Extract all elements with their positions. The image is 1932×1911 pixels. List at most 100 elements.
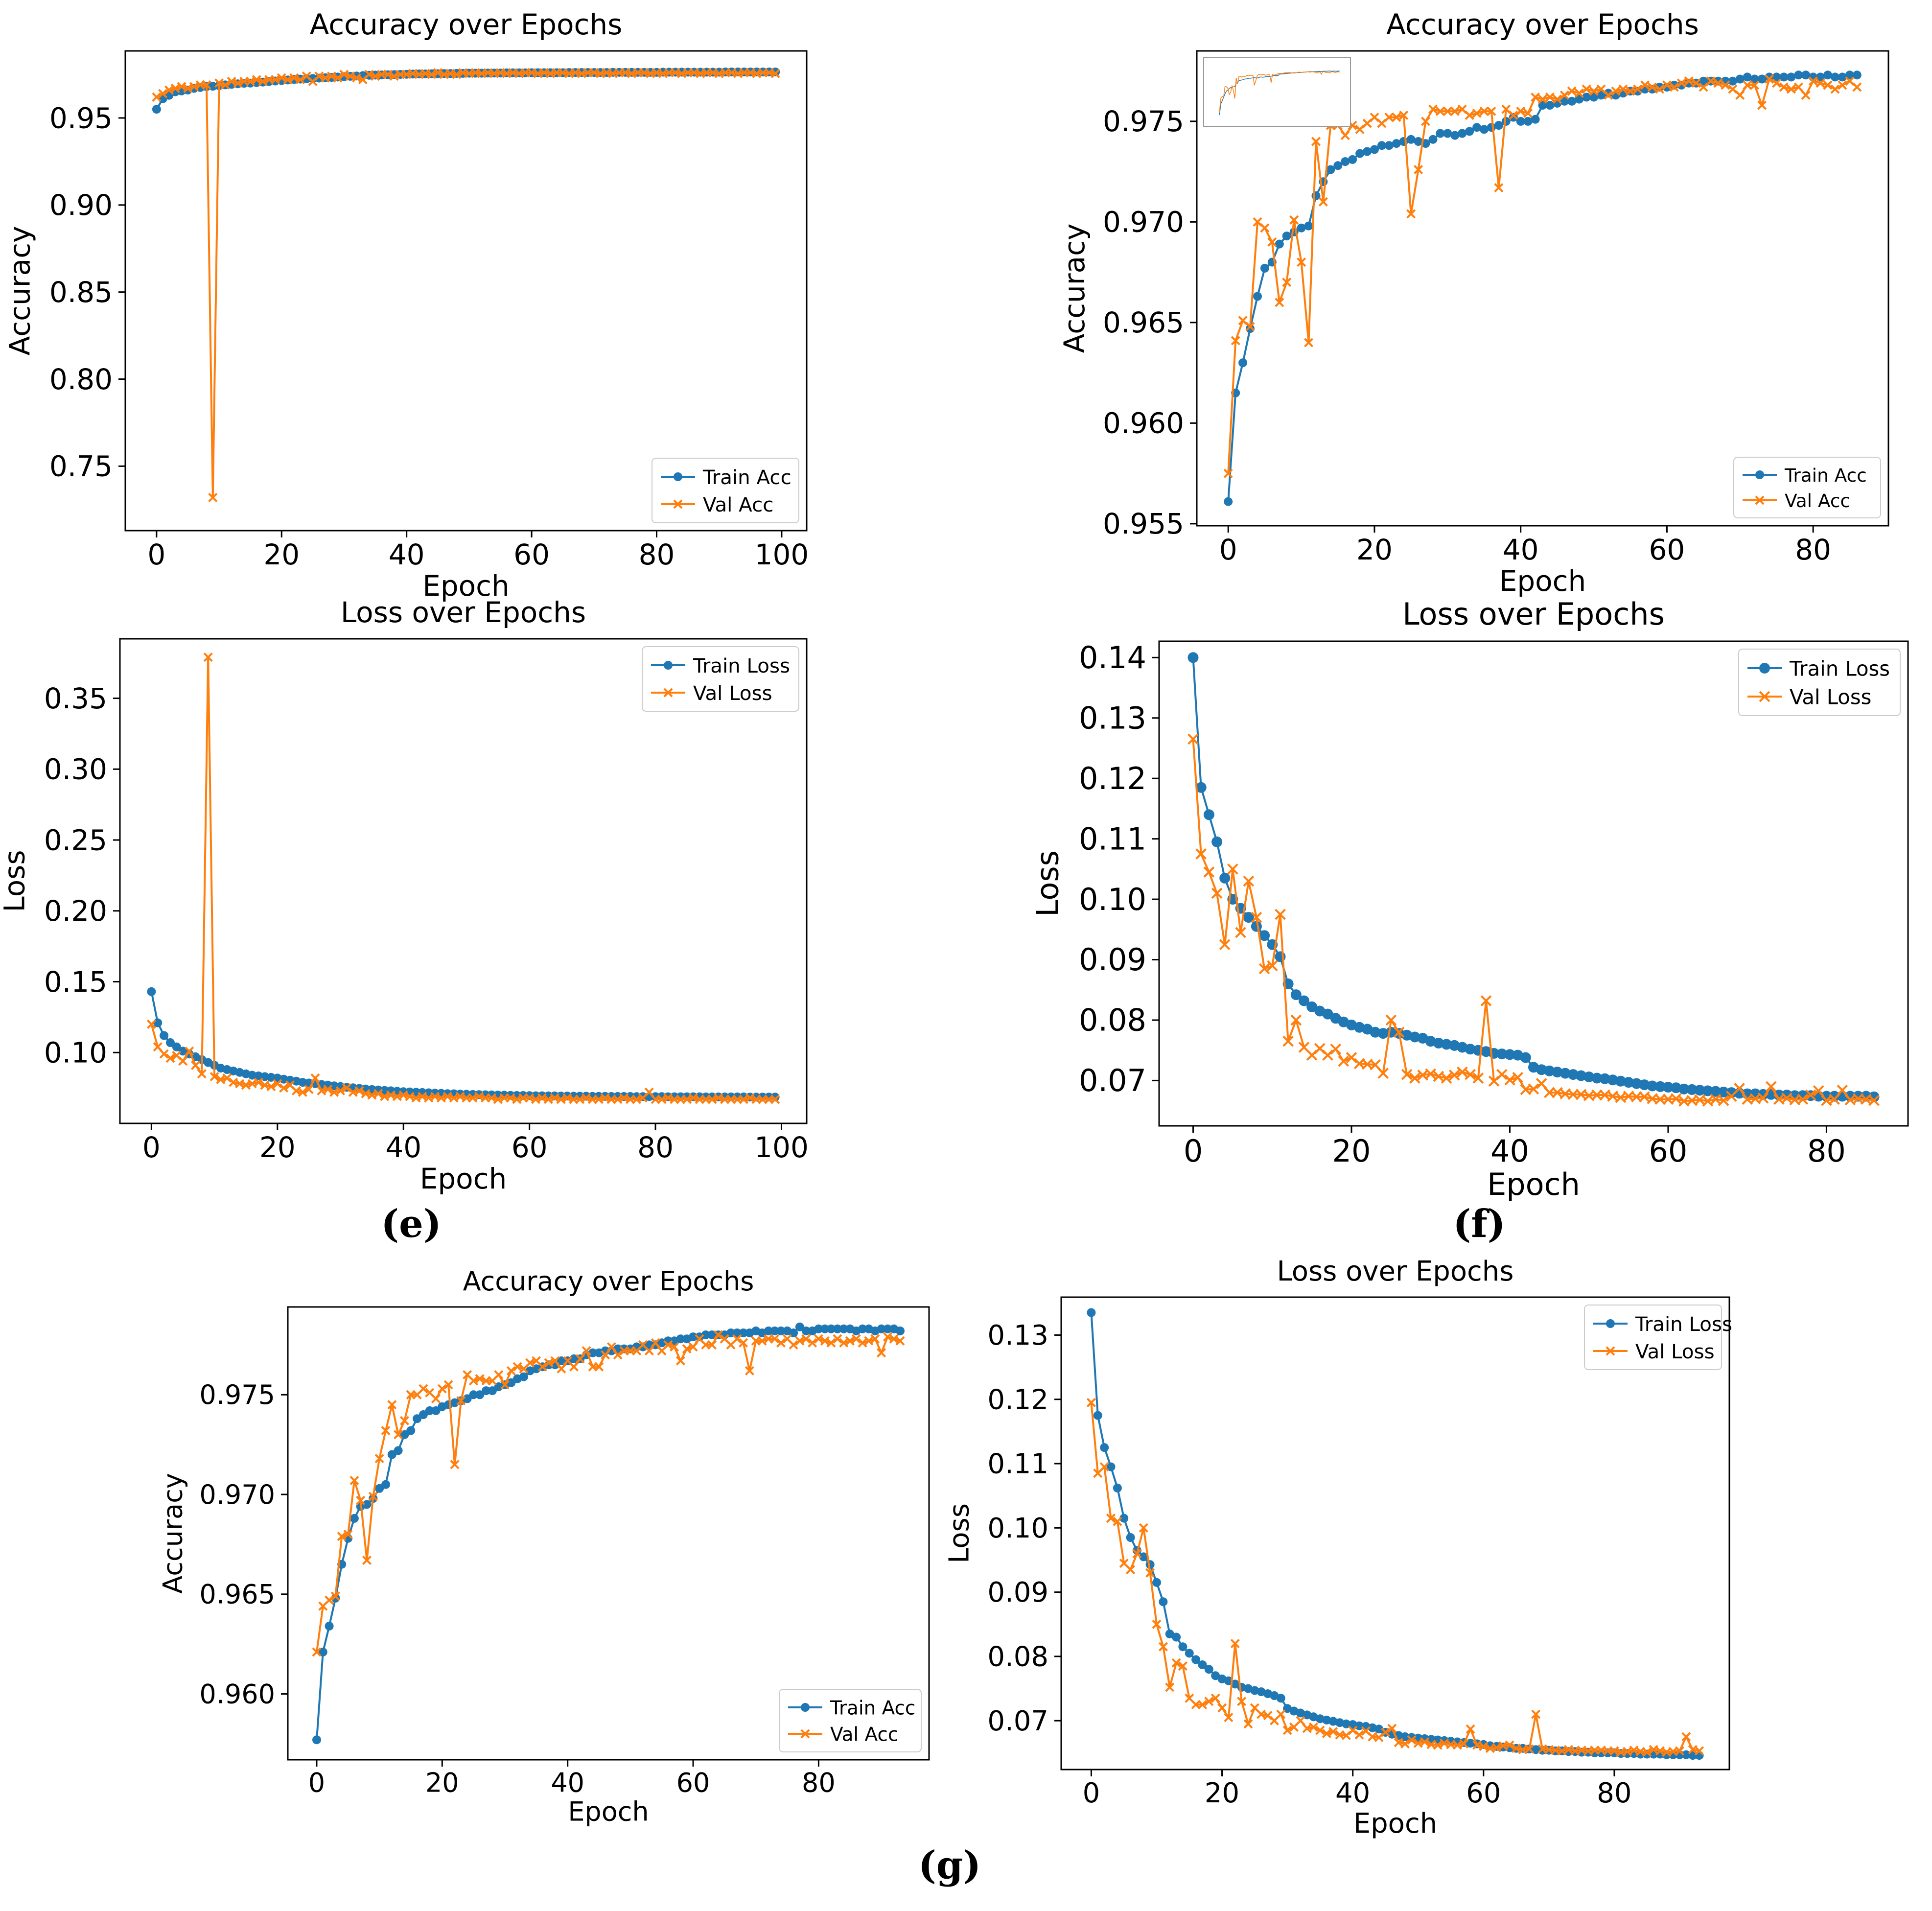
data-point	[713, 1330, 723, 1340]
data-point	[172, 1042, 181, 1051]
data-point	[1370, 145, 1379, 154]
data-point	[1816, 78, 1825, 88]
data-point	[1642, 1748, 1652, 1757]
legend-swatch-marker	[664, 661, 673, 670]
x-tick-label: 80	[637, 1131, 674, 1164]
x-tick-label: 100	[754, 1131, 809, 1164]
data-point	[1735, 90, 1745, 100]
x-tick-label: 60	[1649, 533, 1685, 566]
data-point	[883, 1324, 892, 1333]
data-point	[1223, 468, 1233, 478]
data-point	[1243, 912, 1254, 923]
data-point	[1728, 84, 1738, 94]
data-point	[1552, 1067, 1563, 1078]
data-point	[165, 1053, 175, 1063]
data-point	[158, 89, 168, 98]
data-point	[1342, 1719, 1351, 1728]
data-point	[1139, 1523, 1148, 1533]
data-point	[1368, 1723, 1377, 1732]
data-point	[1793, 82, 1803, 92]
data-point	[1322, 1715, 1331, 1725]
data-point	[469, 1390, 478, 1399]
data-point	[475, 1390, 485, 1399]
x-tick-label: 20	[1356, 533, 1393, 566]
series-line-train	[1090, 1312, 1699, 1757]
data-point	[1516, 117, 1525, 126]
data-point	[399, 1416, 409, 1425]
legend-entry: Train Loss	[1635, 1313, 1732, 1336]
data-point	[1494, 121, 1503, 130]
chart-g-loss: Loss over Epochs 0 20 40 60 80 0.07 0.08 0.09 0.1…	[943, 1256, 1732, 1840]
data-point	[1211, 836, 1223, 847]
data-point	[1370, 1026, 1381, 1038]
data-point	[190, 1060, 201, 1070]
data-point	[525, 1358, 535, 1368]
data-point	[475, 1374, 485, 1384]
data-point	[858, 1338, 867, 1348]
data-point	[1734, 1083, 1745, 1094]
data-point	[1433, 1037, 1444, 1049]
y-axis-label: Loss	[0, 850, 31, 912]
data-point	[381, 1426, 391, 1436]
data-point	[1618, 84, 1628, 94]
y-axis-label: Accuracy	[1058, 224, 1091, 353]
data-point	[431, 1394, 441, 1403]
plot-frame	[119, 638, 808, 1124]
data-point	[1626, 86, 1635, 96]
data-point	[1575, 94, 1584, 104]
data-point	[339, 70, 349, 79]
data-point	[1681, 1732, 1691, 1742]
data-point	[1684, 76, 1694, 86]
data-point	[1297, 257, 1306, 267]
data-point	[1132, 1549, 1142, 1559]
data-point	[895, 1336, 905, 1346]
data-point	[675, 1356, 685, 1366]
data-point	[1086, 1398, 1096, 1407]
data-point	[323, 1084, 333, 1095]
data-point	[1779, 82, 1789, 92]
data-point	[1348, 155, 1357, 164]
data-point	[482, 1386, 490, 1396]
data-point	[1318, 197, 1328, 207]
data-point	[1552, 94, 1562, 104]
data-point	[1706, 76, 1716, 86]
data-point	[318, 1648, 327, 1656]
y-tick-label: 0.970	[199, 1479, 275, 1510]
data-point	[1322, 1728, 1331, 1739]
data-point	[1457, 104, 1467, 114]
data-point	[1341, 157, 1350, 166]
data-point	[1433, 1071, 1444, 1082]
data-point	[663, 1340, 673, 1350]
data-point	[1567, 86, 1577, 96]
data-point	[1441, 1072, 1452, 1084]
data-point	[1407, 1735, 1417, 1745]
data-point	[1491, 1743, 1502, 1752]
plot-frame	[1158, 640, 1909, 1127]
data-point	[1757, 74, 1767, 84]
data-point	[1363, 147, 1372, 156]
data-point	[233, 78, 243, 88]
plot-area	[152, 68, 780, 502]
data-point	[1852, 82, 1862, 92]
data-point	[1219, 939, 1231, 951]
data-point	[203, 653, 213, 662]
x-tick-label: 20	[259, 1131, 296, 1164]
data-point	[1623, 1077, 1634, 1088]
data-point	[387, 1400, 397, 1410]
y-tick-label: 0.08	[987, 1641, 1048, 1673]
data-point	[1326, 165, 1335, 174]
legend-box	[652, 458, 799, 523]
data-point	[1354, 1730, 1364, 1740]
data-point	[1204, 1665, 1213, 1674]
data-point	[1589, 93, 1599, 102]
series-line-val	[1227, 78, 1858, 474]
data-point	[1253, 217, 1262, 227]
data-point	[1597, 91, 1606, 100]
x-tick-label: 80	[1597, 1777, 1631, 1809]
data-point	[1243, 875, 1255, 887]
data-point	[147, 987, 156, 996]
chart-title: Loss over Epochs	[341, 596, 586, 629]
data-point	[808, 1338, 817, 1348]
data-point	[1813, 1085, 1824, 1096]
data-point	[688, 1342, 698, 1352]
